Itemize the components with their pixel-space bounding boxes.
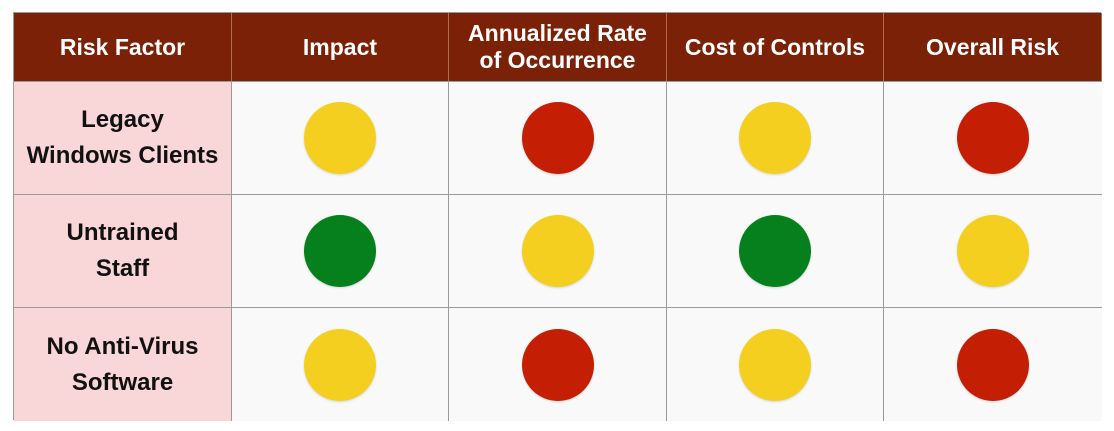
rating-dot-red [521, 102, 594, 174]
cell-overall-risk [884, 81, 1102, 194]
cell-cost-of-controls [667, 307, 884, 421]
cell-overall-risk [884, 194, 1102, 307]
rating-dot-yellow [521, 215, 594, 287]
rating-dot-yellow [739, 328, 811, 401]
cell-cost-of-controls [667, 81, 884, 194]
cell-annualized-rate [449, 307, 667, 421]
cell-impact [232, 307, 449, 421]
row-label-no-anti-virus-software: No Anti-Virus Software [14, 307, 232, 421]
header-annualized-rate: Annualized Rate of Occurrence [449, 13, 667, 81]
rating-dot-yellow [304, 328, 376, 401]
row-label-untrained-staff: Untrained Staff [14, 194, 232, 307]
cell-annualized-rate [449, 194, 667, 307]
rating-dot-red [957, 328, 1029, 401]
header-overall-risk: Overall Risk [884, 13, 1102, 81]
cell-overall-risk [884, 307, 1102, 421]
rating-dot-yellow [739, 102, 811, 174]
rating-dot-red [957, 102, 1029, 174]
row-label-legacy-windows-clients: Legacy Windows Clients [14, 81, 232, 194]
rating-dot-green [304, 215, 376, 287]
rating-dot-yellow [304, 102, 376, 174]
cell-annualized-rate [449, 81, 667, 194]
cell-impact [232, 194, 449, 307]
rating-dot-green [739, 215, 811, 287]
header-impact: Impact [232, 13, 449, 81]
rating-dot-red [521, 328, 594, 401]
header-risk-factor: Risk Factor [14, 13, 232, 81]
header-cost-of-controls: Cost of Controls [667, 13, 884, 81]
rating-dot-yellow [957, 215, 1029, 287]
risk-table: Risk Factor Impact Annualized Rate of Oc… [13, 12, 1102, 421]
cell-cost-of-controls [667, 194, 884, 307]
cell-impact [232, 81, 449, 194]
